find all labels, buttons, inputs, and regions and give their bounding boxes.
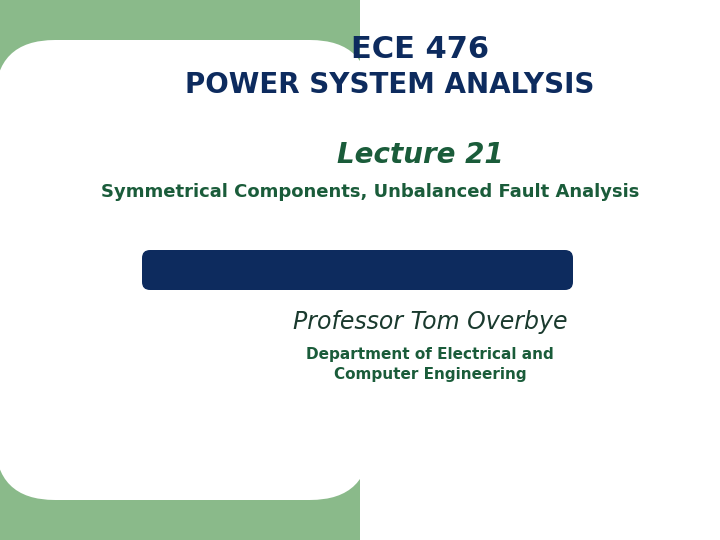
- Text: ECE 476: ECE 476: [351, 36, 489, 64]
- Bar: [0, 0, 360, 540]
- Text: Symmetrical Components, Unbalanced Fault Analysis: Symmetrical Components, Unbalanced Fault…: [101, 183, 639, 201]
- FancyBboxPatch shape: [142, 250, 573, 290]
- Text: POWER SYSTEM ANALYSIS: POWER SYSTEM ANALYSIS: [185, 71, 595, 99]
- Text: Department of Electrical and: Department of Electrical and: [306, 348, 554, 362]
- FancyBboxPatch shape: [0, 40, 370, 500]
- Text: Professor Tom Overbye: Professor Tom Overbye: [293, 310, 567, 334]
- Text: Computer Engineering: Computer Engineering: [333, 368, 526, 382]
- Text: Lecture 21: Lecture 21: [337, 141, 503, 169]
